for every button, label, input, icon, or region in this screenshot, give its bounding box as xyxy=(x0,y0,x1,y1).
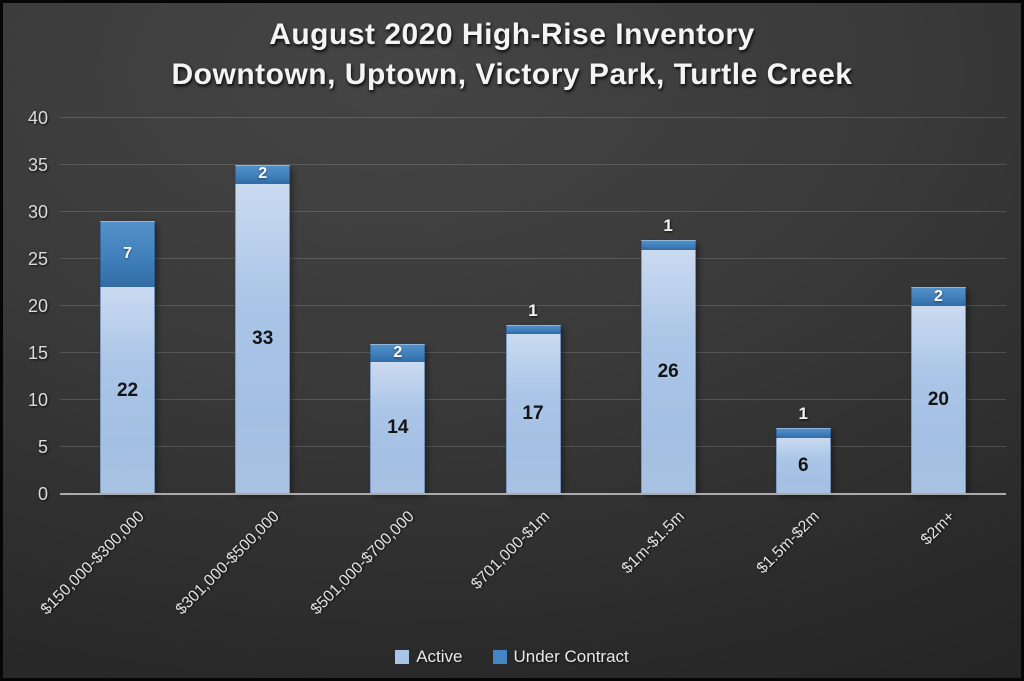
bar-segment-under-contract xyxy=(505,324,561,335)
bar-segment-active: 26 xyxy=(640,249,696,494)
bar-4: 1 17 xyxy=(505,301,561,494)
bar-7: 2 20 xyxy=(910,287,966,494)
under-contract-value-label: 7 xyxy=(123,245,133,263)
bar-segment-under-contract: 2 xyxy=(910,287,966,306)
bar-1: 7 22 xyxy=(100,221,156,494)
bar-segment-under-contract xyxy=(775,428,831,438)
y-axis-tick-label: 15 xyxy=(27,343,48,363)
under-contract-value-label: 2 xyxy=(933,287,943,305)
bar-2: 2 33 xyxy=(235,165,291,494)
legend-item-under-contract: Under Contract xyxy=(492,647,629,667)
under-contract-value-label: 2 xyxy=(393,344,403,362)
bar-segment-under-contract: 2 xyxy=(235,165,291,184)
legend-label-active: Active xyxy=(416,647,463,666)
active-value-label: 6 xyxy=(797,454,809,476)
gridline xyxy=(60,117,1006,118)
gridline xyxy=(60,258,1006,259)
x-axis-label: $1m-$1.5m xyxy=(618,508,689,578)
y-axis-tick-label: 5 xyxy=(37,437,48,457)
bar-segment-under-contract: 7 xyxy=(100,221,156,288)
under-contract-value-label: 1 xyxy=(528,300,538,320)
active-value-label: 33 xyxy=(252,327,274,349)
chart-title: August 2020 High-Rise Inventory Downtown… xyxy=(3,15,1021,95)
y-axis-tick-label: 0 xyxy=(37,484,48,504)
bar-5: 1 26 xyxy=(640,216,696,494)
legend-item-active: Active xyxy=(395,647,463,667)
bar-segment-under-contract: 2 xyxy=(370,343,426,363)
legend-swatch-active-icon xyxy=(395,650,410,664)
active-value-label: 22 xyxy=(116,379,139,401)
y-axis-tick-label: 10 xyxy=(27,390,48,410)
x-axis-label: $301,000-$500,000 xyxy=(172,508,283,619)
bar-segment-active: 22 xyxy=(100,287,156,494)
y-axis-tick-label: 35 xyxy=(27,155,48,175)
x-axis-label: $1.5m-$2m xyxy=(754,508,824,578)
bar-3: 2 14 xyxy=(370,343,426,494)
bar-segment-under-contract xyxy=(640,240,696,250)
x-axis-label: $2m+ xyxy=(917,508,959,549)
y-axis-tick-label: 25 xyxy=(27,249,48,269)
under-contract-value-label: 2 xyxy=(258,165,268,183)
chart-title-line1: August 2020 High-Rise Inventory xyxy=(269,18,755,51)
gridline xyxy=(60,164,1006,165)
bar-segment-active: 14 xyxy=(370,362,426,494)
active-value-label: 14 xyxy=(387,417,409,439)
bar-segment-active: 17 xyxy=(505,334,561,494)
bar-segment-active: 6 xyxy=(775,437,831,494)
under-contract-value-label: 1 xyxy=(663,216,673,236)
legend: Active Under Contract xyxy=(3,647,1021,667)
legend-swatch-under-contract-icon xyxy=(492,650,507,664)
active-value-label: 17 xyxy=(522,403,544,425)
plot-area: 0 5 10 15 20 25 30 35 40 7 22 2 33 2 14 1 17 1 26 1 6 2 20 $1… xyxy=(28,108,1006,618)
y-axis-tick-label: 30 xyxy=(27,202,48,222)
active-value-label: 26 xyxy=(657,360,679,382)
gridline xyxy=(60,305,1006,306)
y-axis-tick-label: 20 xyxy=(27,296,48,316)
x-axis-label: $701,000-$1m xyxy=(468,508,554,593)
gridline xyxy=(60,211,1006,212)
bar-segment-active: 20 xyxy=(910,306,966,494)
x-axis-label: $150,000-$300,000 xyxy=(37,508,148,619)
legend-label-under-contract: Under Contract xyxy=(513,647,629,666)
chart-title-line2: Downtown, Uptown, Victory Park, Turtle C… xyxy=(171,58,853,91)
x-axis-line xyxy=(60,493,1006,495)
under-contract-value-label: 1 xyxy=(798,404,809,424)
active-value-label: 20 xyxy=(927,389,949,410)
bar-segment-active: 33 xyxy=(235,183,291,494)
y-axis-tick-label: 40 xyxy=(27,108,48,128)
x-axis-label: $501,000-$700,000 xyxy=(307,508,418,619)
